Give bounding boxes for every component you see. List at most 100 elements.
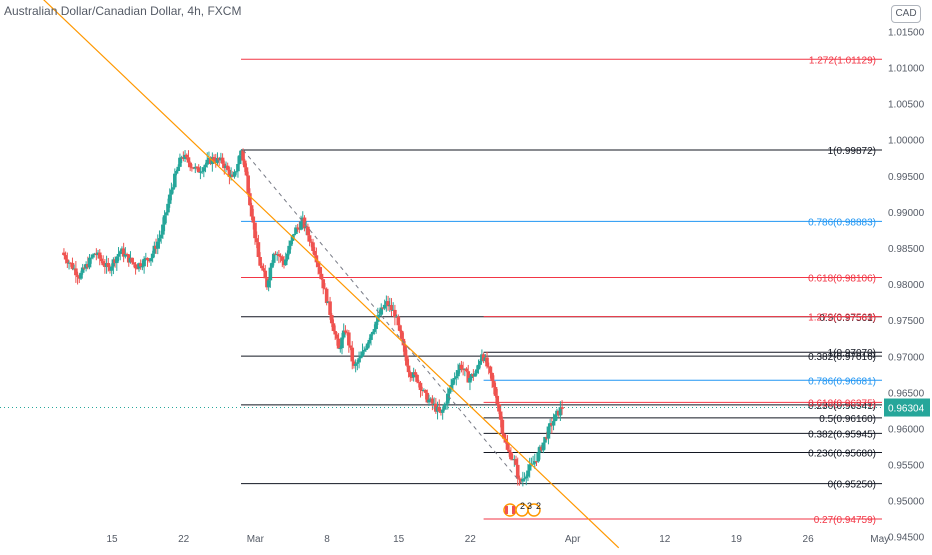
price-tick-label: 0.95500 — [888, 461, 925, 472]
time-tick-label: 8 — [324, 534, 330, 545]
candle-body — [186, 157, 191, 163]
price-tick-label: 0.96500 — [888, 388, 925, 399]
candle-body — [454, 376, 459, 378]
candle-body — [515, 464, 520, 479]
candle-body — [227, 169, 232, 177]
candle-body — [335, 334, 339, 339]
event-count-a: 2 — [520, 501, 525, 511]
candle-body — [353, 363, 358, 366]
candle-body — [341, 330, 346, 338]
candle-body — [415, 374, 419, 382]
candle-body — [115, 256, 119, 264]
fib-b-level-label: 0.236(0.95680) — [808, 449, 876, 460]
price-tick-label: 1.01500 — [888, 27, 925, 38]
candle-body — [474, 369, 479, 374]
candle-body — [248, 193, 252, 206]
candle-body — [150, 253, 155, 259]
candle-body — [285, 253, 290, 260]
time-tick-label: 19 — [731, 534, 743, 545]
candle-body — [440, 409, 445, 413]
candle-body — [145, 257, 150, 260]
candle-body — [406, 365, 411, 373]
candle-body — [352, 361, 356, 366]
candle-body — [416, 381, 421, 383]
candle-body — [167, 194, 172, 204]
fib-b-level-label: 0.5(0.96160) — [819, 414, 876, 425]
candle-body — [319, 273, 324, 280]
candle-body — [162, 215, 167, 225]
candle-body — [246, 175, 250, 194]
candle-body — [396, 316, 401, 326]
candle-body — [63, 255, 68, 260]
candle-body — [75, 275, 80, 277]
price-tick-label: 0.94500 — [888, 533, 925, 544]
candle-body — [116, 253, 121, 257]
candle-body — [517, 478, 522, 480]
candle-body — [531, 463, 535, 465]
candle-body — [202, 167, 206, 172]
candle-body — [382, 304, 387, 309]
candles-layer — [62, 148, 564, 487]
candle-body — [188, 162, 192, 168]
candle-body — [133, 264, 138, 269]
candle-body — [367, 339, 372, 344]
candle-body — [505, 442, 510, 450]
candle-body — [152, 245, 157, 254]
candle-body — [249, 205, 254, 217]
candle-body — [485, 357, 489, 367]
candle-body — [500, 419, 505, 434]
candle-body — [184, 154, 189, 158]
price-tick-label: 1.00000 — [888, 136, 925, 147]
candle-body — [534, 461, 539, 463]
candle-body — [270, 262, 274, 268]
time-tick-label: 22 — [178, 534, 190, 545]
candle-body — [365, 343, 370, 349]
time-tick-label: 15 — [106, 534, 118, 545]
candle-body — [155, 241, 160, 249]
candle-body — [521, 478, 525, 482]
candle-body — [314, 255, 319, 263]
candle-body — [478, 361, 482, 365]
candle-body — [306, 226, 310, 236]
candle-body — [379, 307, 384, 315]
candle-body — [427, 399, 431, 403]
candle-body — [473, 373, 477, 377]
fib-b-level-label: 0.786(0.96681) — [808, 376, 876, 387]
candle-body — [560, 407, 564, 409]
candle-body — [176, 166, 181, 171]
candle-body — [266, 280, 271, 288]
candle-body — [91, 254, 95, 258]
candle-body — [399, 330, 404, 339]
price-tick-label: 0.97000 — [888, 352, 925, 363]
event-count-b: 3 — [527, 501, 532, 511]
candle-body — [410, 376, 414, 378]
candle-body — [237, 155, 242, 165]
candle-body — [140, 266, 145, 268]
candle-body — [490, 372, 494, 382]
fib-a-level-label: 0(0.95250) — [828, 480, 876, 491]
candle-body — [423, 389, 428, 393]
candle-body — [178, 157, 182, 167]
currency-badge[interactable]: CAD — [891, 5, 921, 23]
canada-flag-center — [508, 506, 512, 514]
candle-body — [425, 392, 430, 403]
price-axis-layer: 0.94500 0.95000 0.95500 0.96000 0.96500 0.970… — [884, 27, 930, 544]
candle-body — [166, 203, 170, 213]
candle-body — [212, 157, 216, 162]
candle-body — [347, 332, 351, 346]
candle-body — [268, 267, 273, 281]
candle-body — [514, 459, 518, 465]
candle-body — [507, 449, 511, 453]
time-tick-label: 22 — [465, 534, 477, 545]
event-count-c: 2 — [536, 501, 541, 511]
candle-body — [289, 240, 293, 246]
candle-body — [350, 347, 355, 362]
candle-body — [253, 222, 257, 239]
candle-body — [318, 266, 322, 274]
candle-body — [260, 265, 264, 269]
time-tick-label: May — [870, 534, 889, 545]
event-flag-icon[interactable] — [527, 503, 541, 517]
candle-body — [456, 370, 460, 377]
